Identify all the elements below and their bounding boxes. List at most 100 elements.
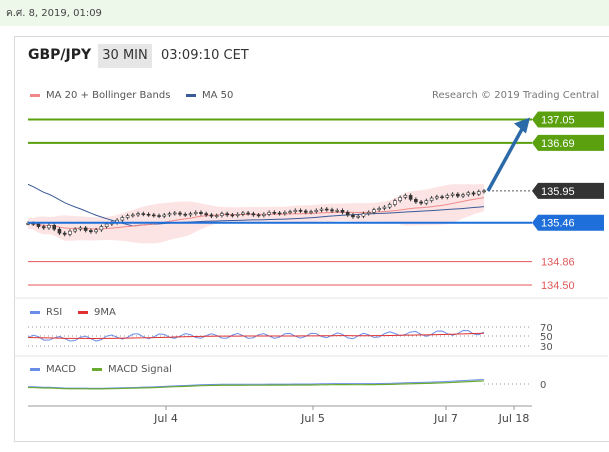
- legend-rsi: RSI: [30, 307, 62, 318]
- candle-body: [167, 213, 172, 216]
- candle-body: [162, 214, 167, 217]
- candle-body: [183, 213, 188, 216]
- candle-body: [52, 224, 57, 230]
- macd-zero-label: 0: [540, 380, 546, 391]
- candle-body: [435, 196, 439, 199]
- ma20-swatch: [30, 93, 40, 97]
- candle-body: [461, 194, 465, 197]
- legend-9ma: 9MA: [78, 307, 116, 318]
- candle-body: [193, 212, 198, 214]
- rsi-ma-line: [27, 332, 485, 339]
- candle-body: [104, 223, 109, 227]
- candle-body: [366, 212, 371, 214]
- candle-body: [36, 223, 41, 227]
- macd-label: MACD: [46, 364, 76, 375]
- candle-body: [440, 196, 444, 199]
- price-tag-label: 135.95: [541, 186, 575, 198]
- pair-title: GBP/JPY: [28, 47, 92, 63]
- candle-body: [361, 213, 366, 217]
- candle-body: [73, 228, 77, 232]
- candle-body: [466, 192, 471, 196]
- candle-body: [131, 214, 135, 217]
- candle-body: [68, 230, 72, 235]
- resistance-tag-label: 137.05: [541, 114, 575, 126]
- macd-signal-label: MACD Signal: [108, 364, 172, 375]
- candle-body: [136, 213, 140, 216]
- candle-body: [455, 193, 460, 197]
- candle-body: [272, 212, 277, 214]
- resistance-tag-label: 136.69: [541, 138, 575, 150]
- x-tick-label: Jul 18: [498, 412, 530, 425]
- bollinger-band: [28, 183, 484, 244]
- date-bar: ค.ศ. 8, 2019, 01:09: [0, 0, 609, 26]
- candle-body: [62, 232, 67, 235]
- candle-body: [214, 215, 219, 217]
- macd-line: [27, 379, 485, 389]
- candle-body: [99, 226, 104, 231]
- rsi-level-label: 70: [540, 323, 553, 334]
- candle-body: [47, 224, 51, 229]
- candle-body: [41, 226, 46, 229]
- candle-body: [335, 210, 340, 212]
- resistance-tag: [532, 134, 604, 151]
- candle-body: [151, 214, 156, 217]
- time-label: 03:09:10 CET: [161, 48, 249, 63]
- forecast-arrowhead: [514, 117, 530, 134]
- candle-body: [324, 208, 329, 211]
- candle-body: [414, 199, 418, 203]
- candle-body: [125, 215, 130, 218]
- candle-body: [220, 213, 224, 216]
- candle-body: [403, 195, 408, 198]
- candle-body: [78, 227, 83, 230]
- ma50-label: MA 50: [202, 90, 234, 101]
- candle-body: [267, 212, 271, 215]
- rsi-swatch: [30, 310, 40, 314]
- rsi-ma-swatch: [78, 310, 88, 314]
- candle-body: [372, 209, 376, 213]
- ma50-line: [27, 183, 485, 227]
- candle-body: [251, 213, 256, 216]
- ma20-line: [27, 197, 485, 230]
- candle-body: [471, 192, 476, 195]
- candle-body: [57, 228, 62, 234]
- candle-body: [319, 208, 324, 211]
- legend-ma20: MA 20 + Bollinger Bands: [30, 90, 170, 101]
- legend-macd: MACD: [30, 364, 76, 375]
- candle-body: [172, 212, 177, 215]
- candle-body: [424, 200, 429, 204]
- timeframe-button[interactable]: 30 MIN: [98, 44, 152, 68]
- candle-body: [256, 214, 261, 217]
- candle-body: [330, 209, 334, 212]
- candle-body: [225, 213, 229, 216]
- support-tag: [532, 214, 604, 231]
- candle-body: [241, 212, 245, 215]
- candle-body: [309, 211, 313, 213]
- support-tag-label: 135.46: [541, 218, 575, 230]
- candle-body: [387, 204, 392, 208]
- date-text: ค.ศ. 8, 2019, 01:09: [6, 8, 102, 19]
- candle-body: [277, 212, 282, 215]
- rsi-level-label: 50: [540, 332, 553, 343]
- price-tag: [532, 182, 604, 199]
- candle-body: [235, 213, 240, 216]
- candle-body: [262, 213, 266, 216]
- candle-body: [293, 210, 298, 212]
- candle-body: [303, 210, 308, 213]
- candle-body: [393, 200, 397, 205]
- legend-macd-signal: MACD Signal: [92, 364, 172, 375]
- forecast-arrow: [486, 124, 526, 192]
- candle-body: [230, 214, 235, 217]
- x-tick-label: Jul 5: [300, 412, 325, 425]
- candle-body: [120, 217, 125, 221]
- candle-body: [141, 213, 146, 215]
- candle-body: [298, 210, 303, 212]
- candle-body: [419, 201, 423, 204]
- candle-body: [382, 206, 387, 209]
- candle-body: [157, 215, 161, 217]
- candle-body: [288, 211, 292, 213]
- candle-body: [94, 229, 98, 233]
- macd-swatch: [30, 367, 40, 371]
- minor-level-label: 134.86: [541, 257, 575, 269]
- candle-body: [377, 208, 381, 211]
- minor-level-label: 134.50: [541, 280, 575, 292]
